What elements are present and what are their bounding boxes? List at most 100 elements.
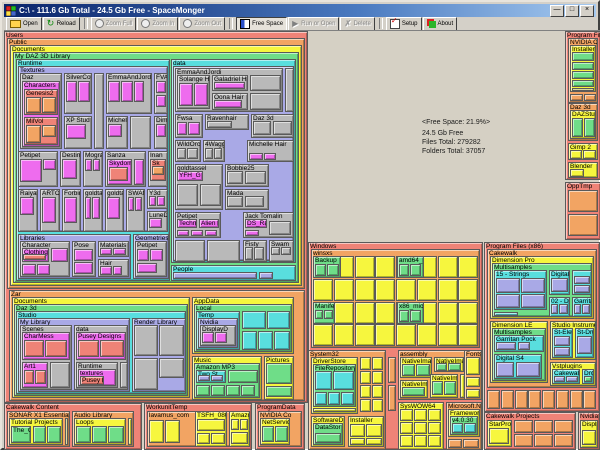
treemap-cell[interactable] (159, 325, 184, 356)
treemap-cell[interactable] (584, 94, 596, 101)
treemap-cell[interactable] (566, 376, 578, 382)
treemap-cell[interactable] (42, 125, 56, 137)
treemap-cell[interactable] (414, 435, 427, 447)
treemap-cell[interactable] (264, 153, 276, 160)
treemap-cell[interactable] (350, 438, 365, 445)
treemap-cell[interactable] (128, 197, 134, 211)
treemap-cell[interactable] (135, 197, 142, 211)
treemap-cell[interactable] (388, 357, 396, 383)
treemap-cell[interactable] (109, 167, 128, 181)
treemap-cell[interactable] (26, 125, 41, 143)
treemap-cell[interactable] (66, 81, 77, 102)
treemap-cell[interactable] (100, 266, 112, 275)
treemap-cell[interactable] (521, 278, 545, 293)
toolbar-button-free-space[interactable]: Free Space (236, 16, 288, 31)
treemap-cell[interactable] (92, 426, 107, 443)
treemap-cell[interactable] (583, 150, 596, 159)
treemap-cell[interactable] (496, 342, 516, 350)
treemap-cell[interactable] (570, 390, 583, 409)
treemap-cell[interactable] (574, 276, 590, 284)
treemap-cell[interactable] (165, 420, 180, 443)
treemap-cell[interactable] (253, 121, 271, 135)
treemap-cell[interactable] (198, 375, 210, 381)
treemap-cell[interactable] (399, 264, 409, 276)
treemap-cell[interactable] (417, 324, 437, 346)
treemap-cell[interactable] (466, 357, 480, 375)
treemap-cell[interactable] (417, 279, 437, 301)
treemap-cell[interactable] (42, 97, 56, 113)
treemap-cell[interactable] (23, 254, 46, 260)
toolbar-button-run-or-open[interactable]: ▶ Run or Open (288, 16, 340, 31)
treemap-cell[interactable] (355, 279, 375, 301)
treemap-cell[interactable] (438, 302, 458, 324)
treemap-cell[interactable] (516, 362, 540, 377)
treemap-cell[interactable] (202, 332, 214, 343)
treemap[interactable]: Users Public Documents My DAZ 3D Library Run… (4, 30, 600, 450)
treemap-cell[interactable] (250, 75, 281, 91)
treemap-cell[interactable] (438, 256, 458, 278)
treemap-cell[interactable] (572, 118, 583, 137)
treemap-cell[interactable] (463, 439, 479, 448)
treemap-cell[interactable] (242, 311, 266, 329)
treemap-cell[interactable] (428, 435, 441, 447)
treemap-cell[interactable] (207, 240, 240, 262)
treemap-cell[interactable] (551, 278, 568, 292)
treemap-cell[interactable] (372, 399, 383, 412)
treemap-cell[interactable] (134, 159, 144, 185)
treemap-cell[interactable] (355, 324, 375, 346)
treemap-cell[interactable] (534, 434, 553, 447)
treemap-cell[interactable] (254, 247, 264, 260)
treemap-box-technol[interactable]: Technol (177, 219, 197, 228)
treemap-cell[interactable] (515, 390, 528, 409)
treemap-cell[interactable] (128, 418, 132, 445)
treemap-cell[interactable] (100, 340, 124, 357)
treemap-cell[interactable] (402, 364, 415, 376)
toolbar-button-delete[interactable]: ✗ Delete (340, 16, 375, 31)
treemap-cell[interactable] (150, 249, 163, 261)
treemap-cell[interactable] (402, 387, 425, 396)
treemap-cell[interactable] (534, 420, 553, 433)
treemap-cell[interactable] (572, 52, 594, 61)
treemap-cell[interactable] (458, 302, 478, 324)
treemap-cell[interactable] (78, 81, 90, 102)
treemap-cell[interactable] (227, 196, 243, 207)
treemap-cell[interactable] (458, 324, 478, 346)
treemap-cell[interactable] (574, 304, 581, 314)
treemap-cell[interactable] (584, 376, 592, 382)
treemap-cell[interactable] (231, 419, 239, 430)
treemap-cell[interactable] (568, 190, 598, 212)
treemap-cell[interactable] (568, 214, 598, 236)
treemap-cell[interactable] (436, 363, 447, 371)
treemap-cell[interactable] (315, 264, 326, 276)
treemap-cell[interactable] (350, 424, 365, 437)
treemap-cell[interactable] (556, 390, 569, 409)
treemap-cell[interactable] (191, 230, 203, 236)
treemap-cell[interactable] (274, 331, 290, 350)
treemap-cell[interactable] (113, 248, 126, 255)
treemap-cell[interactable] (360, 399, 371, 412)
treemap-cell[interactable] (494, 312, 518, 316)
treemap-cell[interactable] (43, 159, 56, 170)
treemap-cell[interactable] (108, 426, 124, 443)
treemap-box-fvart[interactable]: FVArt (154, 73, 168, 114)
treemap-cell[interactable] (327, 264, 339, 276)
treemap-cell[interactable] (428, 422, 441, 434)
toolbar-button-setup[interactable]: Setup (385, 16, 422, 31)
treemap-cell[interactable] (93, 159, 100, 171)
treemap-cell[interactable] (214, 82, 245, 89)
treemap-cell[interactable] (245, 196, 264, 207)
treemap-cell[interactable] (108, 81, 120, 102)
treemap-cell[interactable] (315, 371, 332, 390)
treemap-cell[interactable] (211, 433, 225, 444)
treemap-cell[interactable] (414, 409, 427, 421)
treemap-cell[interactable] (188, 122, 200, 135)
treemap-cell[interactable] (452, 423, 463, 433)
treemap-cell[interactable] (173, 272, 257, 279)
treemap-cell[interactable] (250, 93, 281, 110)
treemap-cell[interactable] (334, 279, 354, 301)
treemap-cell[interactable] (214, 148, 222, 159)
treemap-cell[interactable] (66, 124, 86, 139)
treemap-cell[interactable] (156, 95, 166, 107)
treemap-cell[interactable] (438, 324, 458, 346)
treemap-cell[interactable] (149, 218, 162, 228)
